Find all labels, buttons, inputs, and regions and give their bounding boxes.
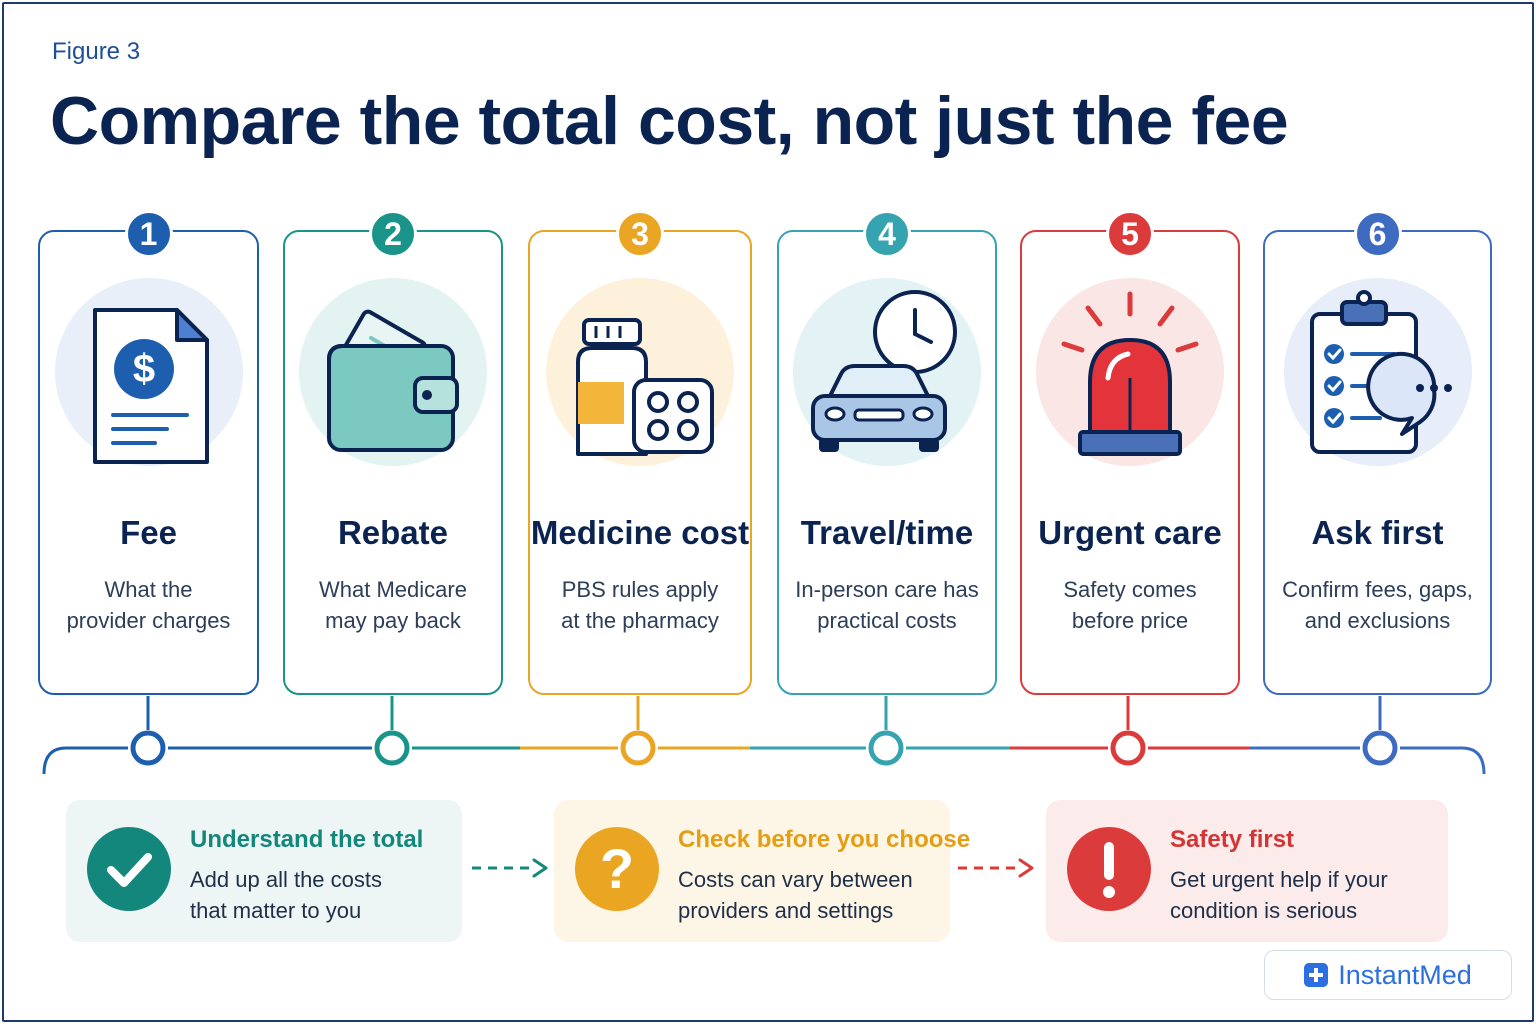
panel-text-line: providers and settings (678, 898, 894, 923)
card-description-line: Confirm fees, gaps, (1282, 577, 1473, 602)
card-description-line: practical costs (817, 608, 957, 633)
car-clock-icon (811, 290, 957, 452)
dashed-arrow-icon (472, 858, 548, 878)
brand-logo: InstantMed (1264, 950, 1512, 1000)
panel-safety-first: Safety first Get urgent help if your con… (1046, 800, 1448, 942)
dashed-arrow-icon (958, 858, 1034, 878)
card-description-line: What Medicare (319, 577, 467, 602)
panel-title: Safety first (1170, 826, 1295, 853)
card-description: PBS rules apply at the pharmacy (538, 574, 742, 636)
brand-name: InstantMed (1338, 959, 1472, 990)
card-title: Travel/time (800, 514, 974, 551)
checkmark-icon (87, 827, 171, 911)
card-description-line: PBS rules apply (561, 577, 719, 602)
card-title: Rebate (337, 514, 449, 551)
card-rebate: 2 Rebate What Medicare may pay back (283, 210, 503, 695)
step-badge-2: 2 (369, 210, 417, 258)
card-description-line: provider charges (66, 608, 231, 633)
siren-icon (1061, 291, 1199, 456)
timeline-connector (42, 696, 1486, 775)
medicine-bottle-icon (576, 318, 714, 456)
card-description: What the provider charges (48, 574, 249, 636)
card-description: What Medicare may pay back (293, 574, 493, 636)
card-title: Medicine cost (530, 514, 750, 551)
card-description-line: What the (104, 577, 193, 602)
medical-cross-icon (1304, 963, 1329, 987)
card-description-line: Safety comes (1063, 577, 1197, 602)
card-description-line: may pay back (325, 608, 461, 633)
clipboard-chat-icon (1309, 290, 1452, 454)
panel-text-line: Add up all the costs (190, 867, 383, 892)
step-badge-6: 6 (1353, 210, 1402, 258)
panel-text: Add up all the costs that matter to you (190, 864, 382, 926)
panel-text-line: Get urgent help if your (1170, 867, 1388, 892)
card-description: Safety comes before price (1030, 574, 1230, 636)
panel-text-line: that matter to you (190, 898, 362, 923)
step-badge-1: 1 (124, 210, 173, 258)
card-fee: 1 $ Fee What the provider charges (38, 210, 259, 695)
card-medicine-cost: 3 Medicine cost PBS rules apply at the p… (528, 210, 752, 695)
card-title: Fee (120, 514, 177, 551)
card-description: Confirm fees, gaps, and exclusions (1273, 574, 1482, 636)
card-urgent-care: 5 Urgent care Safety comes before price (1020, 210, 1240, 695)
panel-check-before-choose: ? Check before you choose Costs can vary… (554, 800, 970, 942)
card-ask-first: 6 Ask first Confirm fees, gaps, and excl… (1263, 210, 1492, 695)
card-description: In-person care has practical costs (787, 574, 987, 636)
step-badge-4: 4 (863, 210, 911, 258)
exclamation-icon (1067, 827, 1151, 911)
page-title: Compare the total cost, not just the fee (50, 83, 1289, 159)
card-description-line: before price (1071, 608, 1189, 633)
card-description-line: and exclusions (1304, 608, 1451, 633)
panel-title: Understand the total (190, 826, 424, 853)
step-badge-5: 5 (1106, 210, 1154, 258)
panel-text: Get urgent help if your condition is ser… (1170, 864, 1388, 926)
card-title: Ask first (1311, 514, 1444, 551)
panel-text: Costs can vary between providers and set… (678, 864, 913, 926)
card-description-line: at the pharmacy (561, 608, 719, 633)
panel-text-line: Costs can vary between (678, 867, 913, 892)
svg-text:$: $ (132, 347, 154, 391)
card-description-line: In-person care has (795, 577, 979, 602)
panel-understand-total: Understand the total Add up all the cost… (66, 800, 462, 942)
figure-label: Figure 3 (52, 38, 141, 65)
panel-text-line: condition is serious (1170, 898, 1358, 923)
card-title: Urgent care (1038, 514, 1222, 551)
wallet-icon (327, 309, 459, 452)
panel-title: Check before you choose (678, 826, 971, 853)
invoice-dollar-icon: $ (92, 308, 209, 464)
question-icon: ? (575, 827, 659, 911)
svg-text:?: ? (600, 837, 634, 900)
card-travel-time: 4 Travel/time In-person care has practic… (777, 210, 997, 695)
step-badge-3: 3 (616, 210, 664, 258)
